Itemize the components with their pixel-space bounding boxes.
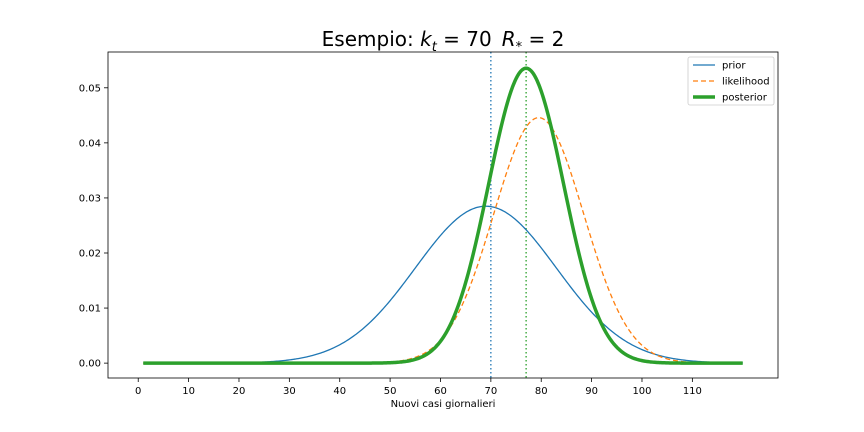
x-tick-label: 90 (585, 386, 598, 397)
y-tick-label: 0.04 (79, 138, 101, 149)
x-tick-label: 100 (632, 386, 651, 397)
legend-label-likelihood: likelihood (722, 77, 770, 88)
x-tick-label: 40 (333, 386, 346, 397)
title-prefix: Esempio: (322, 27, 420, 51)
title-k-sub: t (432, 40, 438, 55)
x-tick-label: 30 (283, 386, 296, 397)
title-r-sub: * (516, 40, 523, 55)
plot-area (142, 52, 744, 378)
title-r-eq: = 2 (522, 27, 564, 51)
x-tick-label: 60 (434, 386, 447, 397)
title-r: R (502, 27, 516, 51)
x-tick-label: 0 (135, 386, 141, 397)
y-tick-label: 0.05 (79, 83, 101, 94)
title-k-eq: = 70 (437, 27, 492, 51)
x-tick-label: 10 (182, 386, 195, 397)
y-axis: 0.00 0.01 0.02 0.03 0.04 0.05 (79, 83, 108, 370)
y-tick-label: 0.01 (79, 304, 101, 315)
x-tick-label: 80 (535, 386, 548, 397)
y-tick-label: 0.02 (79, 248, 101, 259)
legend: prior likelihood posterior (687, 56, 775, 106)
x-tick-label: 20 (233, 386, 246, 397)
title-k: k (420, 27, 433, 51)
legend-box (687, 56, 775, 106)
series-posterior (142, 66, 744, 365)
y-tick-label: 0.00 (79, 359, 101, 370)
legend-label-posterior: posterior (722, 93, 768, 104)
x-tick-label: 70 (484, 386, 497, 397)
chart-title: Esempio: kt = 70 R* = 2 (322, 27, 565, 55)
axes-frame (107, 51, 779, 379)
x-tick-label: 110 (683, 386, 702, 397)
x-tick-label: 50 (384, 386, 397, 397)
x-axis-label: Nuovi casi giornalieri (391, 399, 496, 410)
y-tick-label: 0.03 (79, 193, 101, 204)
legend-label-prior: prior (722, 61, 746, 72)
series-likelihood (143, 117, 743, 364)
x-axis: 0 10 20 30 40 50 60 70 80 90 100 110 (135, 378, 702, 397)
